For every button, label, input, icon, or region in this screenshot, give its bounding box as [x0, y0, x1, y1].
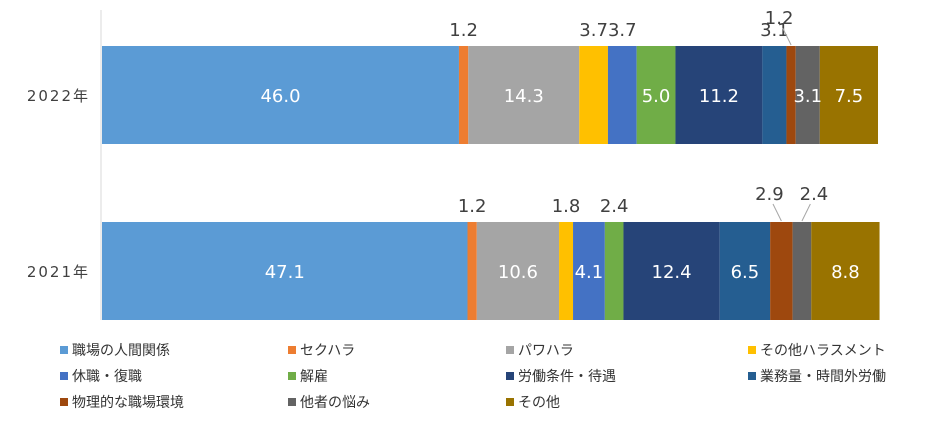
- bar-segment: [607, 46, 637, 144]
- bar-segment: [811, 222, 880, 320]
- data-label: 2.4: [800, 184, 829, 205]
- bar-segment: [476, 222, 560, 320]
- data-label: 3.1: [760, 20, 789, 41]
- data-label: 5.0: [642, 86, 671, 107]
- data-label: 11.2: [699, 86, 739, 107]
- bar-segment: [102, 222, 468, 320]
- bar-segment: [579, 46, 608, 144]
- data-label: 2.9: [755, 184, 784, 205]
- bar-segment: [468, 46, 580, 144]
- legend-label: 物理的な職場環境: [72, 395, 184, 411]
- legend-item: 業務量・時間外労働: [748, 366, 886, 386]
- data-label: 1.2: [449, 20, 478, 41]
- legend-item: 解雇: [288, 366, 328, 386]
- legend-label: その他: [518, 395, 560, 411]
- data-label: 1.8: [552, 196, 581, 217]
- legend-swatch: [60, 372, 68, 380]
- legend-swatch: [60, 346, 68, 354]
- bar-segment: [559, 222, 574, 320]
- bar-segment: [792, 222, 812, 320]
- legend-swatch: [60, 398, 68, 406]
- bars-layer: [102, 46, 880, 320]
- bar-segment: [573, 222, 605, 320]
- data-label: 8.8: [831, 262, 860, 283]
- bar-segment: [102, 46, 459, 144]
- legend-label: 労働条件・待遇: [518, 369, 616, 385]
- data-label: 3.7: [579, 20, 608, 41]
- category-labels-layer: 2022年 2021年: [27, 87, 90, 281]
- category-label: 2021年: [27, 263, 90, 281]
- legend-item: 職場の人間関係: [60, 340, 170, 360]
- legend-swatch: [288, 346, 296, 354]
- data-label: 10.6: [498, 262, 538, 283]
- bar-segment: [795, 46, 820, 144]
- callout-line: [801, 203, 811, 222]
- legend-item: 他者の悩み: [288, 392, 370, 412]
- data-label: 1.2: [765, 8, 794, 29]
- legend-item: 物理的な職場環境: [60, 392, 184, 412]
- category-label: 2022年: [27, 87, 90, 105]
- legend-swatch: [288, 372, 296, 380]
- legend: 職場の人間関係 セクハラ パワハラ その他ハラスメント休職・復職 解雇 労働条件・待遇 業務…: [60, 340, 930, 430]
- legend-item: パワハラ: [506, 340, 574, 360]
- legend-label: その他ハラスメント: [760, 343, 886, 359]
- bar-segment: [762, 46, 787, 144]
- data-label: 4.1: [575, 262, 604, 283]
- legend-swatch: [748, 346, 756, 354]
- data-label: 47.1: [265, 262, 305, 283]
- legend-label: 解雇: [300, 369, 328, 385]
- data-label: 7.5: [835, 86, 864, 107]
- data-label: 3.1: [793, 86, 822, 107]
- data-label: 3.7: [608, 20, 637, 41]
- data-label: 1.2: [458, 196, 487, 217]
- legend-item: その他: [506, 392, 560, 412]
- legend-label: 他者の悩み: [300, 395, 370, 411]
- bar-segment: [604, 222, 624, 320]
- data-label: 2.4: [600, 196, 629, 217]
- legend-label: パワハラ: [518, 343, 574, 359]
- bar-segment: [786, 46, 796, 144]
- bar-segment: [719, 222, 771, 320]
- legend-label: セクハラ: [300, 343, 356, 359]
- legend-item: 休職・復職: [60, 366, 142, 386]
- callout-line: [772, 203, 782, 222]
- bar-segment: [636, 46, 676, 144]
- legend-label: 業務量・時間外労働: [760, 369, 886, 385]
- legend-swatch: [288, 398, 296, 406]
- legend-item: セクハラ: [288, 340, 355, 360]
- legend-swatch: [506, 346, 514, 354]
- data-label: 14.3: [504, 86, 544, 107]
- legend-label: 職場の人間関係: [72, 343, 170, 359]
- legend-item: その他ハラスメント: [748, 340, 886, 360]
- data-label: 12.4: [652, 262, 692, 283]
- callout-line: [782, 27, 792, 46]
- bar-segment: [675, 46, 763, 144]
- bar-segment: [819, 46, 878, 144]
- bar-segment: [770, 222, 793, 320]
- data-label: 6.5: [731, 262, 760, 283]
- legend-label: 休職・復職: [72, 369, 142, 385]
- legend-item: 労働条件・待遇: [506, 366, 616, 386]
- legend-swatch: [748, 372, 756, 380]
- bar-segment: [458, 46, 469, 144]
- data-labels-layer: 46.01.214.33.7 3.75.0 11.23.11.23.1 7.547.1…: [260, 8, 863, 283]
- bar-segment: [623, 222, 720, 320]
- legend-swatch: [506, 398, 514, 406]
- bar-segment: [467, 222, 477, 320]
- legend-swatch: [506, 372, 514, 380]
- data-label: 46.0: [260, 86, 300, 107]
